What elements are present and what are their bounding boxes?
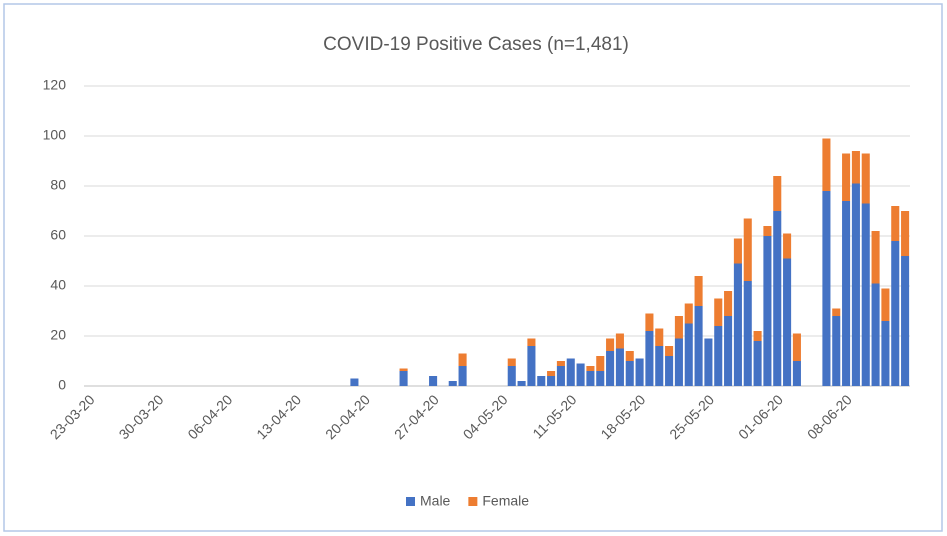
bar: [507, 358, 516, 366]
bar: [586, 371, 595, 386]
legend-swatch: [468, 497, 478, 506]
bar: [635, 358, 644, 386]
bar: [694, 306, 703, 386]
bar: [851, 151, 860, 184]
bar: [773, 176, 782, 211]
bar: [674, 316, 683, 339]
y-tick-label: 20: [50, 327, 66, 343]
bar: [596, 371, 605, 386]
bar: [832, 316, 841, 386]
bar: [901, 211, 910, 256]
y-tick-label: 80: [50, 177, 66, 193]
bar: [684, 323, 693, 386]
bar: [861, 153, 870, 204]
bar: [763, 226, 772, 236]
bar: [743, 218, 752, 281]
bar: [733, 263, 742, 386]
bar: [792, 361, 801, 386]
chart-frame: [3, 3, 943, 532]
bar: [615, 348, 624, 386]
legend-label: Female: [482, 493, 529, 509]
bar: [556, 366, 565, 386]
bar: [665, 346, 674, 356]
bar: [714, 298, 723, 326]
bar: [596, 356, 605, 371]
bar: [783, 258, 792, 386]
bar: [891, 241, 900, 386]
bar: [891, 206, 900, 241]
bar: [399, 371, 408, 386]
y-tick-label: 40: [50, 277, 66, 293]
bar: [861, 203, 870, 386]
bar: [566, 358, 575, 386]
bar: [743, 281, 752, 386]
legend-swatch: [406, 497, 415, 506]
bar: [527, 338, 536, 346]
bar: [586, 366, 595, 371]
bar: [507, 366, 516, 386]
bar: [871, 283, 880, 386]
bar: [615, 333, 624, 349]
bar: [448, 381, 457, 386]
bar: [517, 381, 526, 386]
bar: [694, 276, 703, 306]
bar: [606, 338, 615, 351]
bar: [458, 353, 467, 366]
bar: [753, 341, 762, 386]
bar: [851, 183, 860, 386]
bar: [547, 371, 556, 376]
bar: [724, 316, 733, 386]
y-tick-label: 100: [43, 127, 67, 143]
bar: [625, 361, 634, 386]
bar: [674, 338, 683, 386]
bar: [704, 338, 713, 386]
bar: [832, 308, 841, 316]
bar: [901, 256, 910, 386]
bar: [547, 376, 556, 386]
bar: [665, 356, 674, 386]
bar: [822, 191, 831, 386]
bar: [733, 238, 742, 264]
bar: [645, 331, 654, 386]
y-tick-label: 120: [43, 77, 67, 93]
bar: [881, 288, 890, 321]
bar: [684, 303, 693, 324]
bar: [458, 366, 467, 386]
bar: [881, 321, 890, 386]
bar: [537, 376, 546, 386]
legend-label: Male: [420, 493, 451, 509]
bar: [625, 351, 634, 361]
bar: [399, 368, 408, 371]
chart-title: COVID-19 Positive Cases (n=1,481): [323, 34, 629, 55]
bar: [527, 346, 536, 386]
y-tick-label: 0: [58, 377, 66, 393]
bar: [350, 378, 359, 386]
bar: [842, 201, 851, 386]
bar: [556, 361, 565, 366]
bar: [773, 211, 782, 386]
bar: [783, 233, 792, 259]
bar: [871, 231, 880, 284]
bar: [576, 363, 585, 386]
bar: [655, 346, 664, 386]
bar: [753, 331, 762, 341]
bar: [655, 328, 664, 346]
bar: [792, 333, 801, 361]
bar: [645, 313, 654, 331]
y-tick-label: 60: [50, 227, 66, 243]
bar: [724, 291, 733, 316]
bar: [606, 351, 615, 386]
bar: [429, 376, 438, 386]
bar: [842, 153, 851, 201]
bar: [822, 138, 831, 191]
bar: [714, 326, 723, 386]
bar: [763, 236, 772, 386]
